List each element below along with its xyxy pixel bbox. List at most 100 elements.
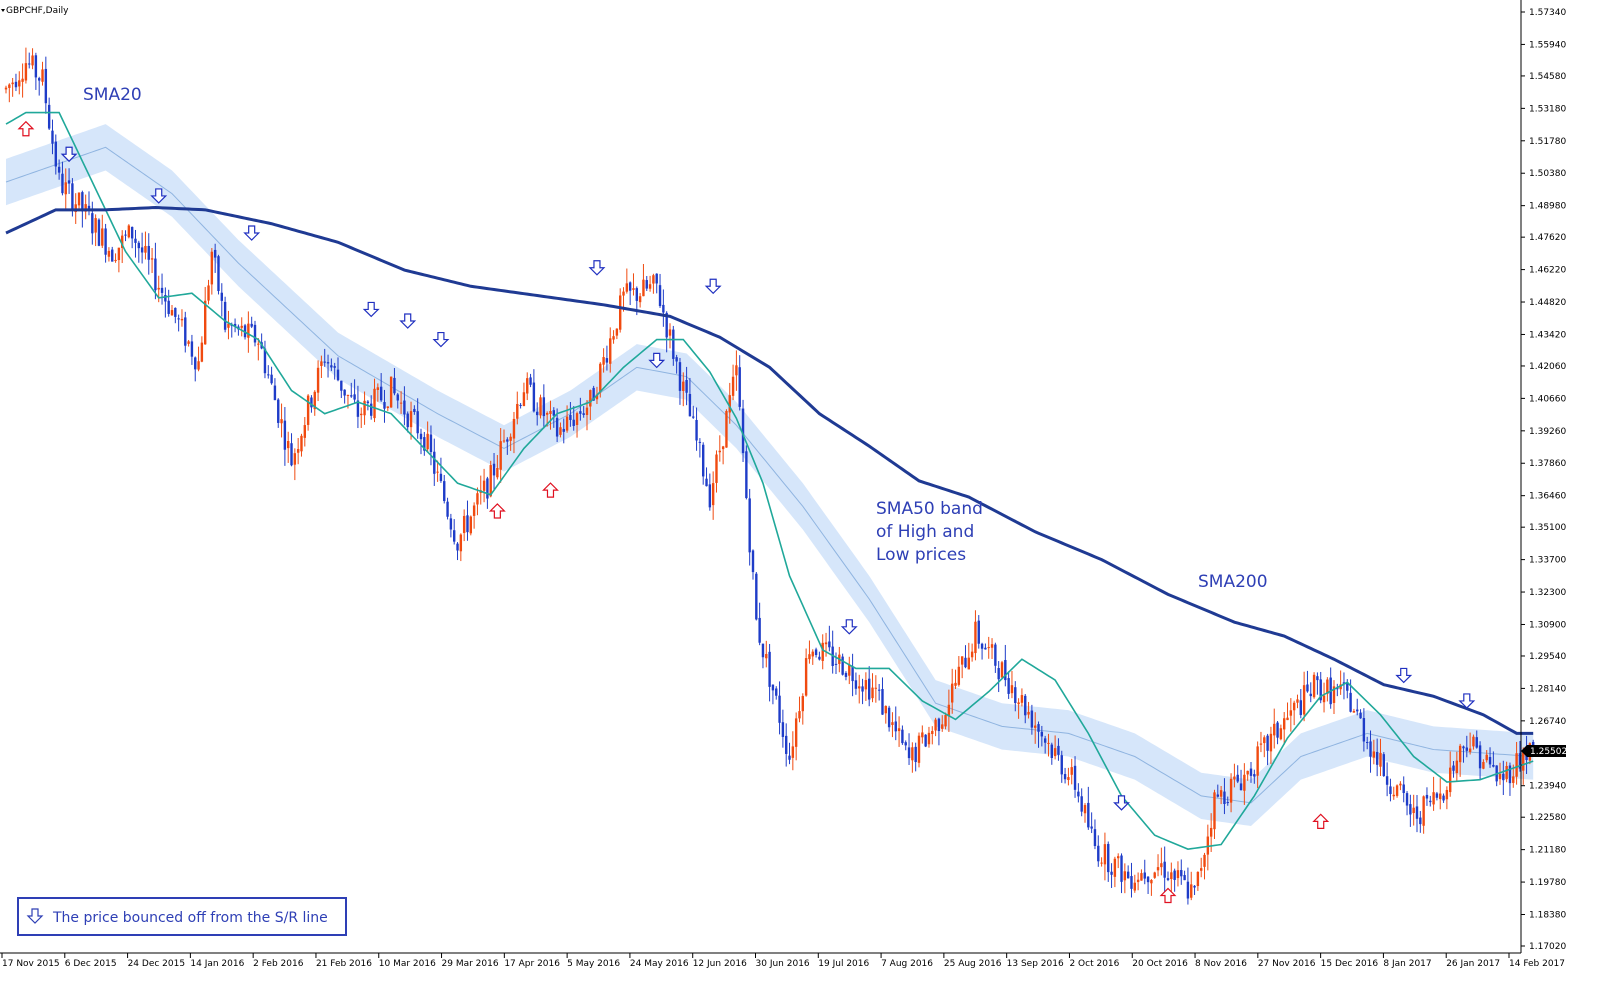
candle-body <box>1180 870 1183 877</box>
candle-body <box>97 219 101 246</box>
candle-body <box>602 357 605 365</box>
candle-body <box>366 401 370 404</box>
y-tick-label: 1.51780 <box>1529 137 1566 147</box>
candle-body <box>904 742 907 746</box>
candle-body <box>970 651 974 658</box>
candle-body <box>818 656 821 660</box>
candle-body <box>436 471 439 473</box>
candle-body <box>675 357 678 362</box>
candle-body <box>1482 761 1485 769</box>
candle-body <box>204 300 207 345</box>
y-tick-label: 1.26740 <box>1529 717 1566 727</box>
candle-body <box>891 722 894 725</box>
candle-body <box>449 518 453 530</box>
x-tick-label: 27 Nov 2016 <box>1258 959 1316 969</box>
candle-body <box>1369 741 1372 757</box>
candle-body <box>1037 724 1040 732</box>
candle-body <box>24 63 28 81</box>
candle-body <box>861 686 864 692</box>
candle-body <box>1362 718 1366 742</box>
candle-body <box>1219 790 1223 797</box>
candle-body <box>1123 871 1127 881</box>
candle-body <box>1160 863 1163 868</box>
candle-body <box>267 374 270 376</box>
down-arrow-icon <box>26 908 44 924</box>
candle-body <box>1090 826 1093 829</box>
candle-body <box>1422 796 1425 826</box>
candle-body <box>526 378 529 394</box>
candle-body <box>748 498 751 553</box>
candle-body <box>1492 764 1495 767</box>
candle-body <box>549 410 552 414</box>
candle-body <box>257 343 260 345</box>
candle-body <box>994 644 997 666</box>
candle-body <box>1143 872 1146 879</box>
candle-body <box>1322 695 1326 703</box>
sma200-line <box>5 206 1534 735</box>
up-arrow-icon <box>542 482 559 498</box>
candle-body <box>1346 682 1349 691</box>
candle-body <box>1299 700 1302 716</box>
candle-body <box>174 307 177 317</box>
candle-body <box>453 530 456 542</box>
candle-body <box>751 550 755 573</box>
candle-body <box>416 411 419 434</box>
candle-body <box>1150 880 1153 884</box>
candle-body <box>1485 754 1488 761</box>
candle-body <box>1117 856 1120 859</box>
candle-body <box>1522 751 1525 771</box>
candle-body <box>662 304 665 313</box>
candle-body <box>894 721 897 732</box>
candle-body <box>665 312 668 338</box>
candle-body <box>609 338 612 364</box>
candle-body <box>1120 855 1123 882</box>
candle-body <box>1014 687 1017 704</box>
down-arrow-icon <box>588 260 606 276</box>
candle-body <box>47 104 51 129</box>
candle-body <box>1392 794 1395 797</box>
candle-body <box>967 657 970 670</box>
y-tick-label: 1.55940 <box>1529 40 1566 50</box>
candle-body <box>1007 678 1010 694</box>
x-tick-label: 21 Feb 2016 <box>316 959 372 969</box>
candle-body <box>901 729 904 744</box>
candle-body <box>1229 778 1233 803</box>
candle-body <box>619 295 622 330</box>
candle-body <box>423 437 426 451</box>
candle-body <box>828 641 831 648</box>
candle-body <box>1283 718 1286 730</box>
candle-body <box>997 668 1000 680</box>
candle-body <box>725 410 728 448</box>
candle-body <box>1326 679 1329 695</box>
candle-body <box>210 251 214 285</box>
candle-body <box>492 463 496 476</box>
candle-body <box>4 87 8 90</box>
candle-body <box>310 397 313 408</box>
candle-body <box>731 376 735 396</box>
y-tick-label: 1.23940 <box>1529 782 1566 792</box>
candle-body <box>383 402 386 409</box>
candle-body <box>1372 751 1376 758</box>
x-tick-label: 17 Apr 2016 <box>504 959 560 969</box>
candle-body <box>273 385 277 401</box>
candle-body <box>250 323 253 327</box>
candle-body <box>771 684 775 691</box>
candle-body <box>1269 733 1273 752</box>
candle-body <box>1263 737 1266 744</box>
candle-body <box>1468 748 1472 752</box>
candle-body <box>990 644 994 648</box>
candle-body <box>51 130 54 144</box>
candle-body <box>980 643 984 649</box>
x-tick-label: 19 Jul 2016 <box>818 959 869 969</box>
candle-body <box>658 285 662 307</box>
candle-body <box>1389 786 1392 795</box>
candle-body <box>38 78 41 81</box>
candle-body <box>57 166 61 173</box>
y-tick-label: 1.57340 <box>1529 8 1566 18</box>
candle-body <box>1203 854 1206 867</box>
y-tick-label: 1.36460 <box>1529 492 1566 502</box>
title-dropdown-icon[interactable] <box>1 9 5 12</box>
x-tick-label: 2 Feb 2016 <box>253 959 304 969</box>
candle-body <box>964 657 967 668</box>
